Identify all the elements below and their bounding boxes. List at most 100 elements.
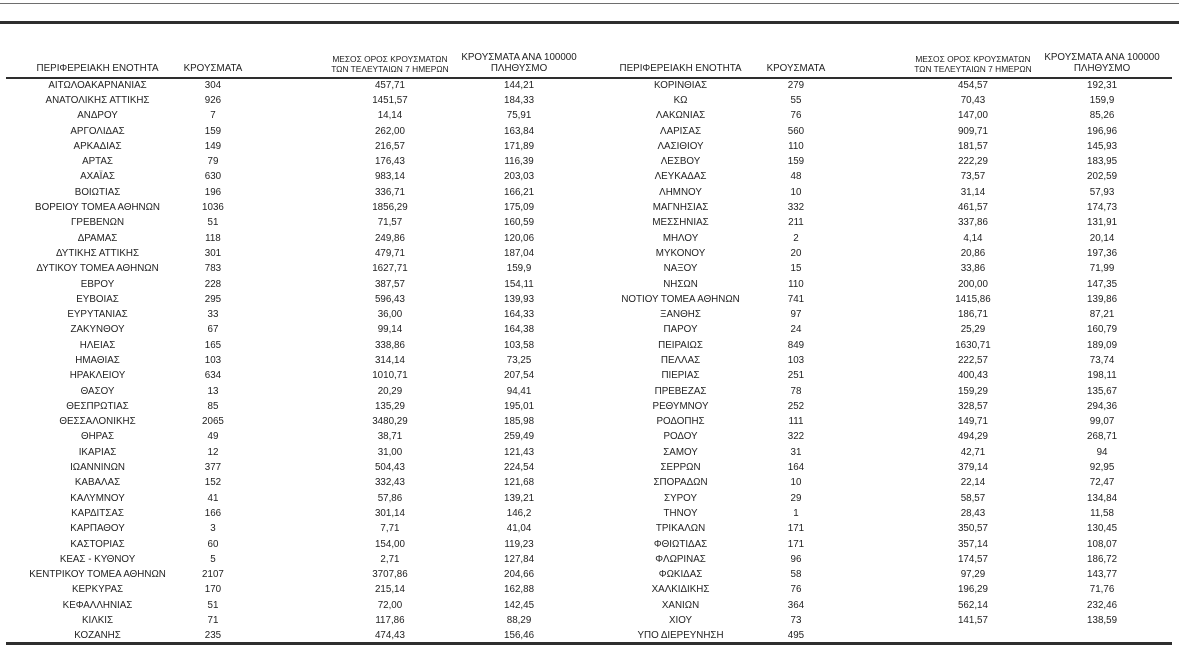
cases-value-cell: 1036: [202, 202, 224, 214]
region-name-cell: ΡΟΔΟΥ: [663, 431, 698, 443]
per100k-value-cell: 85,26: [1089, 110, 1115, 122]
top-thin-rule: [0, 3, 1179, 4]
table-row: ΤΡΙΚΑΛΩΝ 171 350,57 130,45: [589, 522, 1172, 537]
region-name-cell: ΕΥΡΥΤΑΝΙΑΣ: [67, 309, 128, 321]
table-row: ΛΑΡΙΣΑΣ 560 909,71 196,96: [589, 124, 1172, 139]
table-row: ΚΑΡΔΙΤΣΑΣ 166 301,14 146,2: [6, 506, 589, 521]
header-cases: ΚΡΟΥΣΜΑΤΑ: [758, 24, 834, 79]
per100k-value-cell: 175,09: [504, 202, 535, 214]
cases-value-cell: 13: [207, 385, 219, 397]
region-name-cell: ΠΡΕΒΕΖΑΣ: [654, 385, 707, 397]
avg7-value-cell: 1010,71: [372, 370, 408, 382]
cases-value-cell: 2065: [202, 416, 224, 428]
table-row: ΚΕΑΣ - ΚΥΘΝΟΥ 5 2,71 127,84: [6, 552, 589, 567]
avg7-value-cell: 249,86: [374, 232, 405, 244]
cases-value-cell: 58: [790, 569, 802, 581]
avg7-value-cell: 338,86: [374, 339, 405, 351]
table-row: ΠΑΡΟΥ 24 25,29 160,79: [589, 323, 1172, 338]
avg7-value-cell: 117,86: [375, 615, 405, 627]
table-row: ΖΑΚΥΝΘΟΥ 67 99,14 164,38: [6, 323, 589, 338]
per100k-value-cell: 164,38: [504, 324, 535, 336]
avg7-value-cell: 7,71: [380, 523, 400, 535]
per100k-value-cell: 183,95: [1087, 156, 1118, 168]
header-cases: ΚΡΟΥΣΜΑΤΑ: [175, 24, 251, 79]
avg7-value-cell: 504,43: [374, 462, 405, 474]
avg7-value-cell: 1451,57: [372, 94, 408, 106]
cases-value-cell: 634: [204, 370, 222, 382]
cases-tables: ΠΕΡΙΦΕΡΕΙΑΚΗ ΕΝΟΤΗΤΑ ΚΡΟΥΣΜΑΤΑ ΜΕΣΟΣ ΟΡΟ…: [6, 24, 1172, 646]
header-avg-7-days: ΜΕΣΟΣ ΟΡΟΣ ΚΡΟΥΣΜΑΤΩΝ ΤΩΝ ΤΕΛΕΥΤΑΙΩΝ 7 Η…: [250, 24, 450, 79]
header-per-100k: ΚΡΟΥΣΜΑΤΑ ΑΝΑ 100000 ΠΛΗΘΥΣΜΟ: [449, 24, 589, 79]
cases-value-cell: 235: [204, 629, 222, 641]
per100k-value-cell: 184,33: [504, 94, 535, 106]
per100k-value-cell: 88,29: [506, 615, 532, 627]
cases-value-cell: 49: [207, 431, 219, 443]
avg7-value-cell: 20,86: [960, 247, 986, 259]
table-row: ΗΡΑΚΛΕΙΟΥ 634 1010,71 207,54: [6, 369, 589, 384]
table-row: ΚΕΦΑΛΛΗΝΙΑΣ 51 72,00 142,45: [6, 598, 589, 613]
cases-value-cell: 111: [788, 416, 804, 428]
per100k-value-cell: 174,73: [1087, 202, 1118, 214]
cases-value-cell: 377: [204, 462, 222, 474]
table-row: ΘΕΣΠΡΩΤΙΑΣ 85 135,29 195,01: [6, 399, 589, 414]
table-row: ΚΙΛΚΙΣ 71 117,86 88,29: [6, 613, 589, 628]
per100k-value-cell: 259,49: [504, 431, 535, 443]
region-name-cell: ΠΙΕΡΙΑΣ: [661, 370, 700, 382]
region-name-cell: ΘΕΣΣΑΛΟΝΙΚΗΣ: [59, 416, 136, 428]
per100k-value-cell: 73,74: [1089, 354, 1115, 366]
region-name-cell: ΘΗΡΑΣ: [80, 431, 115, 443]
table-row: ΛΗΜΝΟΥ 10 31,14 57,93: [589, 185, 1172, 200]
table-row: ΘΑΣΟΥ 13 20,29 94,41: [6, 384, 589, 399]
cases-value-cell: 170: [204, 584, 222, 596]
region-name-cell: ΜΕΣΣΗΝΙΑΣ: [652, 217, 709, 229]
per100k-value-cell: 166,21: [504, 186, 535, 198]
region-name-cell: ΜΥΚΟΝΟΥ: [655, 247, 706, 259]
region-name-cell: ΚΕΡΚΥΡΑΣ: [71, 584, 124, 596]
region-name-cell: ΧΑΝΙΩΝ: [661, 599, 700, 611]
cases-value-cell: 51: [207, 217, 219, 229]
avg7-value-cell: 350,57: [957, 523, 988, 535]
cases-value-cell: 118: [205, 232, 221, 244]
region-name-cell: ΡΟΔΟΠΗΣ: [656, 416, 705, 428]
table-row: ΑΡΤΑΣ 79 176,43 116,39: [6, 154, 589, 169]
table-row: ΝΗΣΩΝ 110 200,00 147,35: [589, 277, 1172, 292]
cases-value-cell: 849: [787, 339, 805, 351]
region-name-cell: ΤΗΝΟΥ: [663, 507, 698, 519]
cases-value-cell: 332: [787, 202, 805, 214]
per100k-value-cell: 73,25: [506, 354, 532, 366]
region-name-cell: ΛΑΣΙΘΙΟΥ: [657, 140, 704, 152]
avg7-value-cell: 328,57: [957, 400, 988, 412]
avg7-value-cell: 1630,71: [955, 339, 991, 351]
avg7-value-cell: 42,71: [960, 446, 986, 458]
region-name-cell: ΚΕΦΑΛΛΗΝΙΑΣ: [62, 599, 133, 611]
avg7-value-cell: 70,43: [960, 94, 986, 106]
per100k-value-cell: 127,84: [504, 553, 535, 565]
cases-value-cell: 10: [790, 186, 802, 198]
avg7-value-cell: 1856,29: [372, 202, 408, 214]
avg7-value-cell: 200,00: [957, 278, 988, 290]
region-name-cell: ΖΑΚΥΝΘΟΥ: [70, 324, 125, 336]
header-region-unit: ΠΕΡΙΦΕΡΕΙΑΚΗ ΕΝΟΤΗΤΑ: [589, 24, 759, 79]
cases-value-cell: 630: [204, 171, 222, 183]
region-name-cell: ΞΑΝΘΗΣ: [660, 309, 701, 321]
avg7-value-cell: 20,29: [377, 385, 403, 397]
table-row: ΠΡΕΒΕΖΑΣ 78 159,29 135,67: [589, 384, 1172, 399]
table-row: ΣΥΡΟΥ 29 58,57 134,84: [589, 491, 1172, 506]
region-name-cell: ΦΘΙΩΤΙΔΑΣ: [653, 538, 708, 550]
per100k-value-cell: 196,96: [1087, 125, 1118, 137]
avg7-value-cell: 379,14: [957, 462, 988, 474]
per100k-value-cell: 121,43: [504, 446, 535, 458]
region-name-cell: ΛΗΜΝΟΥ: [659, 186, 702, 198]
region-name-cell: ΗΜΑΘΙΑΣ: [75, 354, 120, 366]
avg7-value-cell: 474,43: [374, 629, 405, 641]
per100k-value-cell: 120,06: [504, 232, 535, 244]
cases-value-cell: 96: [790, 553, 802, 565]
cases-value-cell: 228: [204, 278, 222, 290]
table-row: ΜΕΣΣΗΝΙΑΣ 211 337,86 131,91: [589, 216, 1172, 231]
avg7-value-cell: 2,71: [380, 553, 400, 565]
cases-value-cell: 12: [207, 446, 219, 458]
cases-value-cell: 103: [787, 354, 805, 366]
per100k-value-cell: 94,41: [506, 385, 532, 397]
cases-value-cell: 364: [787, 599, 805, 611]
cases-value-cell: 3: [210, 523, 216, 535]
